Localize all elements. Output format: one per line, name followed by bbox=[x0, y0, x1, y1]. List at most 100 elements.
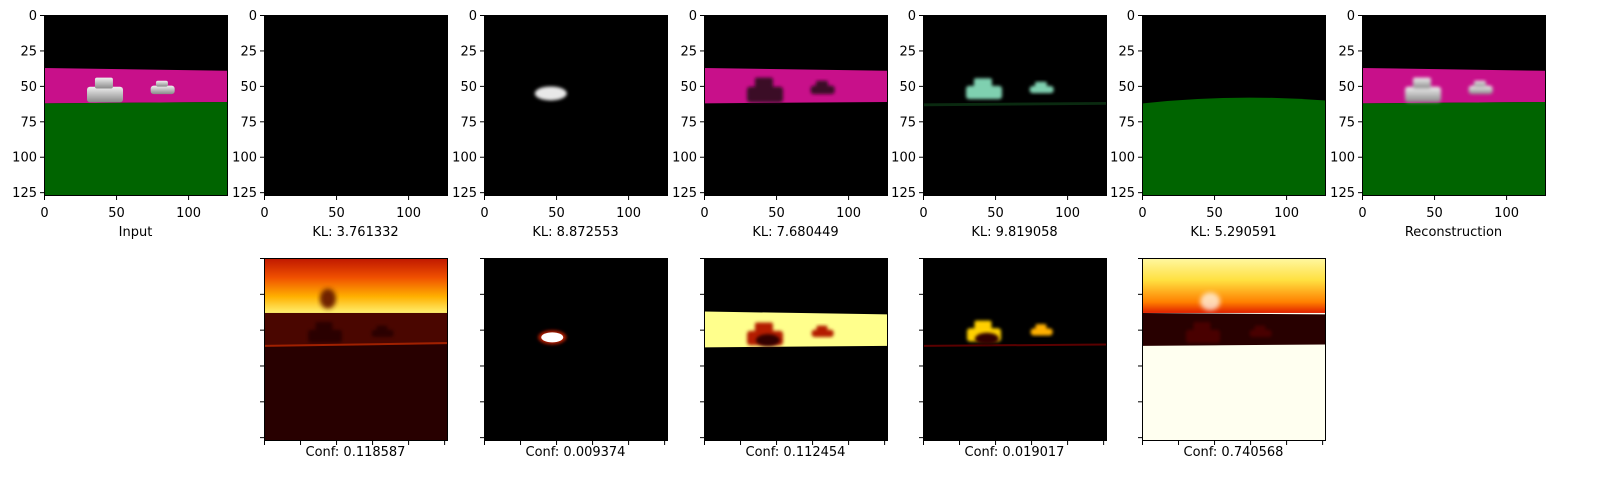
background bbox=[484, 15, 668, 196]
axes-frame bbox=[1362, 15, 1546, 196]
x-tick-label: 50 bbox=[768, 206, 785, 221]
axes bbox=[260, 258, 448, 445]
y-tick-label: 75 bbox=[460, 115, 477, 130]
panel-label: Input bbox=[119, 225, 153, 240]
axes-frame bbox=[1142, 15, 1326, 196]
axes-frame bbox=[44, 15, 228, 196]
image-panel-top-6 bbox=[1362, 15, 1546, 196]
x-tick-label: 100 bbox=[1055, 206, 1080, 221]
mask-background bbox=[484, 258, 668, 441]
car-blob bbox=[534, 86, 567, 101]
panel-label: Conf: 0.740568 bbox=[1184, 445, 1284, 460]
car-shadow-right bbox=[810, 80, 835, 95]
axes: 0 50 100 0 25 50 75 100 125 bbox=[1110, 9, 1326, 221]
panel-label: Conf: 0.112454 bbox=[746, 445, 846, 460]
mask-panel-3 bbox=[923, 258, 1107, 441]
y-tick-label: 125 bbox=[12, 186, 37, 201]
car-right bbox=[150, 80, 175, 95]
road-band bbox=[1362, 67, 1546, 104]
mask-car-core bbox=[541, 332, 564, 343]
road-band bbox=[44, 67, 228, 104]
car-right bbox=[1029, 81, 1054, 94]
axes bbox=[1138, 258, 1326, 445]
y-tick-label: 50 bbox=[1118, 80, 1135, 95]
mask-edge-line bbox=[923, 343, 1107, 347]
mask-car-right bbox=[1030, 324, 1053, 336]
y-tick-label: 0 bbox=[1127, 9, 1135, 24]
axes: 0 50 100 0 25 50 75 100 125 bbox=[12, 9, 228, 221]
mask-bright-spot bbox=[1200, 292, 1221, 311]
x-tick-label: 50 bbox=[548, 206, 565, 221]
x-tick-label: 50 bbox=[1206, 206, 1223, 221]
y-tick-label: 50 bbox=[680, 80, 697, 95]
x-tick-label: 100 bbox=[176, 206, 201, 221]
y-tick-label: 25 bbox=[240, 44, 257, 59]
ground-region bbox=[44, 101, 228, 196]
panel-label: KL: 7.680449 bbox=[752, 225, 838, 240]
mask-car-left bbox=[1186, 322, 1221, 343]
x-tick-label: 0 bbox=[260, 206, 268, 221]
mask-panel-0 bbox=[264, 258, 448, 441]
axes-frame bbox=[484, 15, 668, 196]
mask-sky-region bbox=[1142, 258, 1326, 313]
y-tick-label: 100 bbox=[452, 151, 477, 166]
y-tick-label: 50 bbox=[240, 80, 257, 95]
mask-dark-spot bbox=[319, 288, 336, 309]
image-panel-top-5 bbox=[1142, 15, 1326, 196]
y-tick-label: 100 bbox=[232, 151, 257, 166]
axes-frame bbox=[923, 15, 1107, 196]
axes-frame bbox=[704, 15, 888, 196]
y-tick-label: 25 bbox=[20, 44, 37, 59]
y-tick-label: 50 bbox=[20, 80, 37, 95]
x-tick-label: 100 bbox=[616, 206, 641, 221]
x-tick-label: 0 bbox=[700, 206, 708, 221]
y-tick-label: 100 bbox=[891, 151, 916, 166]
y-tick-label: 75 bbox=[1118, 115, 1135, 130]
panel-label: Conf: 0.009374 bbox=[526, 445, 626, 460]
image-panel-top-3 bbox=[704, 15, 888, 196]
y-tick-label: 125 bbox=[672, 186, 697, 201]
x-tick-label: 50 bbox=[1426, 206, 1443, 221]
x-tick-label: 100 bbox=[1494, 206, 1519, 221]
axes bbox=[919, 258, 1107, 445]
axes-frame bbox=[1142, 258, 1326, 441]
x-tick-label: 100 bbox=[396, 206, 421, 221]
car-shadow-left bbox=[747, 77, 784, 103]
image-panel-top-2 bbox=[484, 15, 668, 196]
y-tick-label: 0 bbox=[29, 9, 37, 24]
panel-label: KL: 3.761332 bbox=[312, 225, 398, 240]
y-tick-label: 50 bbox=[899, 80, 916, 95]
panel-label: Conf: 0.118587 bbox=[306, 445, 406, 460]
mask-car-right bbox=[811, 325, 834, 337]
panel-label: Conf: 0.019017 bbox=[965, 445, 1065, 460]
axes-frame bbox=[264, 258, 448, 441]
axes: 0 50 100 0 25 50 75 100 125 bbox=[1330, 9, 1546, 221]
mask-background bbox=[704, 258, 888, 441]
x-tick-label: 100 bbox=[1274, 206, 1299, 221]
axes-frame bbox=[704, 258, 888, 441]
car-left bbox=[1405, 77, 1442, 103]
mask-car-left bbox=[308, 322, 343, 343]
ground-region bbox=[1142, 97, 1326, 196]
y-tick-label: 125 bbox=[891, 186, 916, 201]
panel-label: KL: 5.290591 bbox=[1190, 225, 1276, 240]
y-tick-label: 125 bbox=[1110, 186, 1135, 201]
y-tick-label: 25 bbox=[1118, 44, 1135, 59]
y-tick-label: 0 bbox=[249, 9, 257, 24]
x-tick-label: 50 bbox=[328, 206, 345, 221]
ground-edge bbox=[923, 101, 1107, 107]
image-panel-top-0 bbox=[44, 15, 228, 196]
car-left bbox=[966, 78, 1003, 100]
mask-road-band bbox=[264, 312, 448, 346]
car-left bbox=[87, 77, 124, 103]
y-tick-label: 75 bbox=[899, 115, 916, 130]
mask-car-right bbox=[1249, 325, 1272, 337]
axes-frame bbox=[264, 15, 448, 196]
y-tick-label: 100 bbox=[672, 151, 697, 166]
mask-car-shadow bbox=[974, 332, 999, 345]
y-tick-label: 0 bbox=[908, 9, 916, 24]
y-tick-label: 125 bbox=[1330, 186, 1355, 201]
y-tick-label: 75 bbox=[1338, 115, 1355, 130]
y-tick-label: 25 bbox=[460, 44, 477, 59]
axes-frame bbox=[484, 258, 668, 441]
